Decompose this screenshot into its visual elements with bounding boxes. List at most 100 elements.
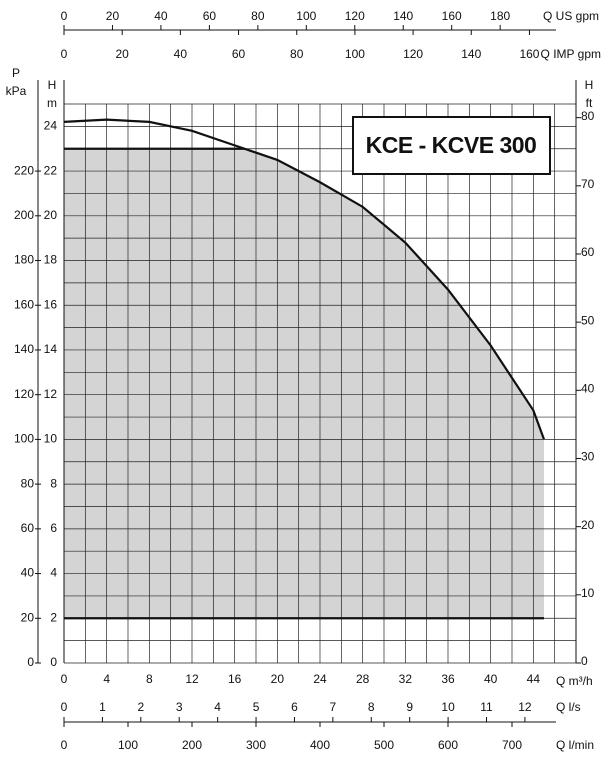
y-tick-label: 16 xyxy=(44,297,58,311)
tick-label: 20 xyxy=(581,518,595,532)
tick-label: 10 xyxy=(441,700,455,714)
x-tick-label: 20 xyxy=(271,672,285,686)
tick-label: 700 xyxy=(502,738,522,752)
y-tick-label: 10 xyxy=(44,432,58,446)
y-axis-unit: m xyxy=(47,96,57,110)
tick-label: 10 xyxy=(581,586,595,600)
tick-label: 400 xyxy=(310,738,330,752)
tick-label: 50 xyxy=(581,313,595,327)
tick-label: 160 xyxy=(442,9,462,23)
y-tick-label: 18 xyxy=(44,253,58,267)
tick-label: 80 xyxy=(251,9,265,23)
axis-label: Q IMP gpm xyxy=(541,47,601,61)
tick-label: 120 xyxy=(14,387,34,401)
tick-label: 0 xyxy=(61,47,68,61)
axis-unit: kPa xyxy=(6,84,27,98)
pump-curve xyxy=(63,118,546,440)
tick-label: 2 xyxy=(137,700,144,714)
operating-area xyxy=(64,148,544,619)
tick-label: 1 xyxy=(99,700,106,714)
tick-label: 3 xyxy=(176,700,183,714)
y-tick-label: 20 xyxy=(44,208,58,222)
x-tick-label: 16 xyxy=(228,672,242,686)
tick-label: 80 xyxy=(290,47,304,61)
y-tick-label: 24 xyxy=(44,119,58,133)
tick-label: 140 xyxy=(461,47,481,61)
axis-label: H xyxy=(585,78,594,92)
tick-label: 120 xyxy=(345,9,365,23)
tick-label: 40 xyxy=(21,566,35,580)
x-tick-label: 28 xyxy=(356,672,370,686)
x-tick-label: 40 xyxy=(484,672,498,686)
tick-label: 300 xyxy=(246,738,266,752)
axis-label: Q l/min xyxy=(556,738,594,752)
tick-label: 220 xyxy=(14,163,34,177)
x-tick-label: 36 xyxy=(441,672,455,686)
tick-label: 140 xyxy=(393,9,413,23)
tick-label: 100 xyxy=(118,738,138,752)
x-tick-label: 32 xyxy=(399,672,413,686)
y-tick-label: 4 xyxy=(50,566,57,580)
tick-label: 5 xyxy=(253,700,260,714)
tick-label: 7 xyxy=(330,700,337,714)
x-axis-label: Q m³/h xyxy=(556,674,593,688)
tick-label: 100 xyxy=(296,9,316,23)
tick-label: 40 xyxy=(154,9,168,23)
title-box xyxy=(352,116,551,175)
y-tick-label: 2 xyxy=(50,610,57,624)
tick-label: 60 xyxy=(21,521,35,535)
tick-label: 80 xyxy=(581,109,595,123)
tick-label: 600 xyxy=(438,738,458,752)
tick-label: 180 xyxy=(490,9,510,23)
y-axis-label: H xyxy=(48,78,57,92)
tick-label: 80 xyxy=(21,476,35,490)
x-tick-label: 24 xyxy=(313,672,327,686)
y-tick-label: 12 xyxy=(44,387,58,401)
tick-label: 60 xyxy=(203,9,217,23)
axis-label: Q l/s xyxy=(556,700,581,714)
tick-label: 160 xyxy=(519,47,539,61)
chart-title: KCE - KCVE 300 xyxy=(366,132,537,158)
tick-label: 200 xyxy=(14,208,34,222)
tick-label: 0 xyxy=(61,738,68,752)
axis-label: P xyxy=(12,66,20,80)
tick-label: 6 xyxy=(291,700,298,714)
tick-label: 500 xyxy=(374,738,394,752)
axis-unit: ft xyxy=(586,96,593,110)
x-tick-label: 4 xyxy=(103,672,110,686)
tick-label: 120 xyxy=(403,47,423,61)
tick-label: 0 xyxy=(27,655,34,669)
x-tick-label: 44 xyxy=(527,672,541,686)
tick-label: 0 xyxy=(61,9,68,23)
tick-label: 140 xyxy=(14,342,34,356)
axis-label: Q US gpm xyxy=(543,9,599,23)
y-tick-label: 6 xyxy=(50,521,57,535)
tick-label: 9 xyxy=(406,700,413,714)
tick-label: 100 xyxy=(345,47,365,61)
tick-label: 20 xyxy=(106,9,120,23)
tick-label: 60 xyxy=(232,47,246,61)
x-tick-label: 8 xyxy=(146,672,153,686)
tick-label: 12 xyxy=(518,700,532,714)
tick-label: 100 xyxy=(14,432,34,446)
tick-label: 30 xyxy=(581,450,595,464)
tick-label: 180 xyxy=(14,253,34,267)
tick-label: 200 xyxy=(182,738,202,752)
tick-label: 160 xyxy=(14,297,34,311)
tick-label: 8 xyxy=(368,700,375,714)
tick-label: 40 xyxy=(581,381,595,395)
x-tick-label: 12 xyxy=(185,672,199,686)
tick-label: 40 xyxy=(174,47,188,61)
tick-label: 60 xyxy=(581,245,595,259)
tick-label: 11 xyxy=(480,700,493,714)
tick-label: 4 xyxy=(214,700,221,714)
y-tick-label: 22 xyxy=(44,163,58,177)
y-tick-label: 0 xyxy=(50,655,57,669)
x-tick-label: 0 xyxy=(61,672,68,686)
tick-label: 20 xyxy=(116,47,130,61)
tick-label: 0 xyxy=(61,700,68,714)
tick-label: 70 xyxy=(581,177,595,191)
y-tick-label: 8 xyxy=(50,476,57,490)
y-tick-label: 14 xyxy=(44,342,58,356)
